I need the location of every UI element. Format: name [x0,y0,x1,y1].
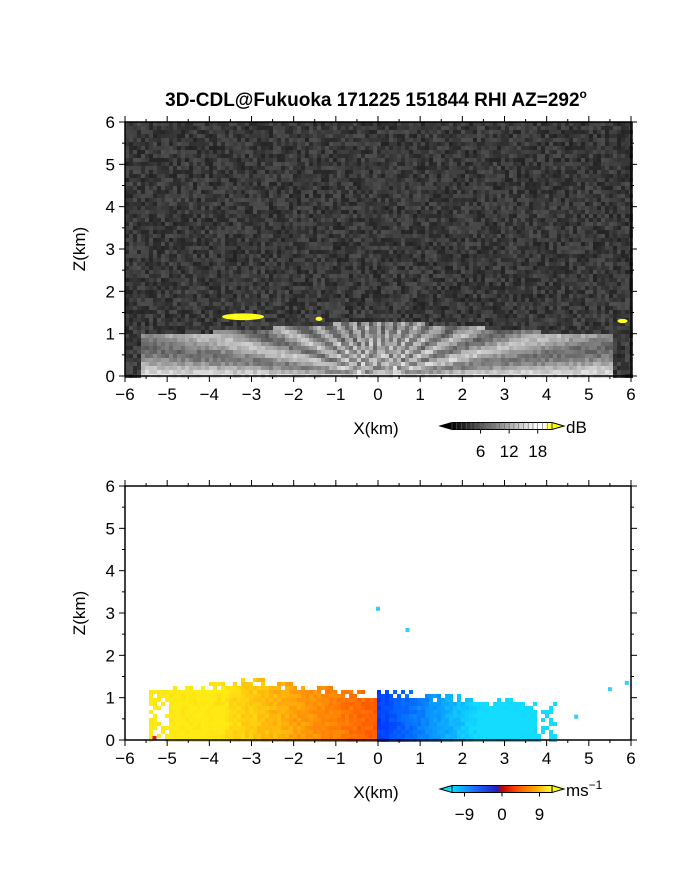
isolated-echo [624,680,629,685]
y-axis-label: Z(km) [70,227,89,271]
degree-superscript: o [580,87,587,101]
x-tick-label: 0 [373,749,382,768]
y-tick-label: 4 [106,198,115,217]
colorbar-tick-label: −9 [455,805,474,824]
isolated-echo [376,606,380,611]
x-tick-label: −3 [242,385,261,404]
colorbar-bar [451,422,553,430]
y-tick-label: 2 [106,282,115,301]
colorbar-min-arrow [438,421,453,431]
colorbar-unit: ms−1 [566,778,603,800]
x-tick-label: 6 [626,749,635,768]
x-tick-label: −6 [115,385,134,404]
x-tick-label: −2 [284,749,303,768]
x-tick-label: 0 [373,385,382,404]
x-tick-label: 3 [500,749,509,768]
x-tick-label: 5 [584,749,593,768]
snr-field [125,122,633,378]
colorbar-min-arrow [438,784,453,794]
isolated-echo [405,627,410,632]
x-tick-label: −4 [200,749,219,768]
y-tick-label: 0 [106,731,115,750]
isolated-echo [152,735,157,740]
y-tick-label: 3 [106,240,115,259]
x-tick-label: −5 [157,385,176,404]
x-tick-label: 2 [458,749,467,768]
x-tick-label: −6 [115,749,134,768]
y-tick-label: 2 [106,646,115,665]
x-tick-label: 5 [584,385,593,404]
colorbar-max-arrow [551,784,566,794]
unit-superscript: −1 [589,778,603,792]
colorbar-unit: dB [566,418,587,437]
x-tick-label: 4 [542,385,551,404]
chart-title: 3D-CDL@Fukuoka 171225 151844 RHI AZ=292o [165,87,587,111]
y-tick-label: 1 [106,689,115,708]
y-tick-label: 5 [106,519,115,538]
x-tick-label: −1 [326,749,345,768]
colorbar-tick-label: 18 [528,442,547,461]
x-tick-label: 1 [415,385,424,404]
x-tick-label: 3 [500,385,509,404]
x-tick-label: −5 [157,749,176,768]
y-tick-label: 6 [106,113,115,132]
snr-panel: −6 −5 −4 −3 −2 −1 0 1 2 3 4 5 60123456X(km)Z(km)3D-C… [70,87,637,461]
colorbar-tick-label: 6 [476,442,485,461]
colorbar: 6 12 18 dB [438,418,587,461]
x-axis-label: X(km) [353,419,398,438]
y-tick-label: 1 [106,325,115,344]
x-tick-label: 4 [542,749,551,768]
y-tick-label: 4 [106,562,115,581]
velocity-panel: −6 −5 −4 −3 −2 −1 0 1 2 3 4 5 6 0 1 2 3 4 5 6 X(km) Z(km) −9 0 9… [70,477,637,824]
colorbar: −9 0 9 ms−1 [438,778,603,824]
y-tick-label: 5 [106,155,115,174]
colorbar-bar [451,785,553,793]
y-tick-label: 0 [106,367,115,386]
y-tick-label: 6 [106,477,115,496]
x-axis-label: X(km) [353,783,398,802]
x-tick-label: −4 [200,385,219,404]
high-snr-patch [221,313,265,321]
colorbar-max-arrow [551,421,566,431]
x-tick-label: 6 [626,385,635,404]
high-snr-patch [617,318,628,324]
colorbar-tick-label: 0 [497,805,506,824]
x-tick-label: −2 [284,385,303,404]
velocity-field [149,606,629,742]
high-snr-patch [315,316,323,321]
y-tick-label: 3 [106,604,115,623]
colorbar-tick-label: 12 [500,442,519,461]
x-tick-label: 1 [415,749,424,768]
isolated-echo [574,714,579,719]
x-tick-label: 2 [458,385,467,404]
x-tick-label: −1 [326,385,345,404]
x-tick-label: −3 [242,749,261,768]
colorbar-tick-label: 9 [535,805,544,824]
y-axis-label: Z(km) [70,591,89,635]
isolated-echo [607,687,612,692]
